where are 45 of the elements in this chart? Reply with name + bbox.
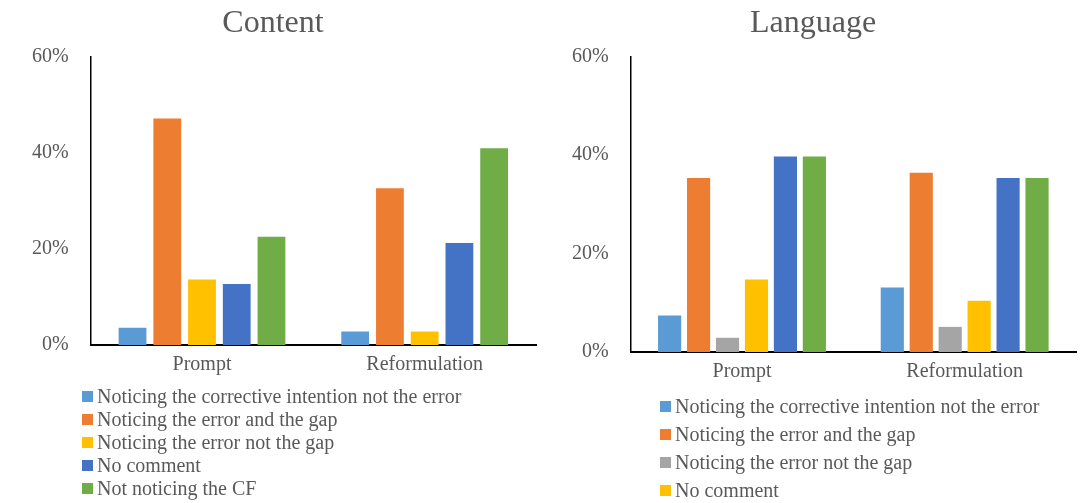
x-tick-label: Prompt [172, 352, 232, 376]
legend-label: Noticing the error and the gap [97, 408, 338, 431]
x-tick-label: Reformulation [366, 352, 483, 375]
bar [909, 172, 933, 352]
y-tick-label: 0% [41, 332, 69, 355]
bar [802, 156, 826, 352]
bar [222, 283, 251, 345]
bar [880, 287, 904, 352]
bar [410, 331, 439, 345]
bar [480, 148, 509, 345]
bar [658, 315, 682, 352]
bar [715, 337, 740, 352]
bar [773, 156, 797, 352]
y-tick-label: 20% [31, 236, 69, 259]
bar [687, 178, 711, 352]
bar [938, 326, 962, 352]
bar [118, 327, 147, 345]
y-tick-label: 40% [571, 142, 609, 165]
bar [188, 279, 216, 345]
bar [744, 279, 769, 352]
legend-label: Noticing the error not the gap [97, 431, 335, 454]
chart-title: Language [749, 2, 877, 39]
legend-label: Noticing the corrective intention not the error [675, 394, 1040, 418]
bar [341, 331, 370, 345]
y-tick-label: 40% [31, 139, 69, 162]
legend-label: No comment [675, 478, 779, 502]
bar [996, 178, 1020, 352]
chart-title: Content [222, 2, 324, 39]
bar [445, 243, 474, 345]
bar [376, 188, 404, 345]
legend-label: Noticing the corrective intention not the error [97, 385, 462, 408]
x-tick-label: Reformulation [906, 359, 1023, 382]
y-tick-label: 20% [571, 240, 609, 263]
x-tick-label: Prompt [712, 359, 772, 383]
bar [1025, 178, 1049, 352]
legend-label: No comment [97, 454, 201, 477]
bar [257, 236, 286, 345]
y-tick-label: 60% [571, 43, 609, 66]
legend-label: Noticing the error not the gap [675, 450, 913, 474]
bar [153, 118, 182, 345]
y-tick-label: 0% [581, 339, 609, 362]
y-tick-label: 60% [31, 43, 69, 66]
legend-label: Noticing the error and the gap [675, 422, 916, 446]
legend-label: Not noticing the CF [97, 477, 257, 500]
bar [967, 300, 991, 352]
